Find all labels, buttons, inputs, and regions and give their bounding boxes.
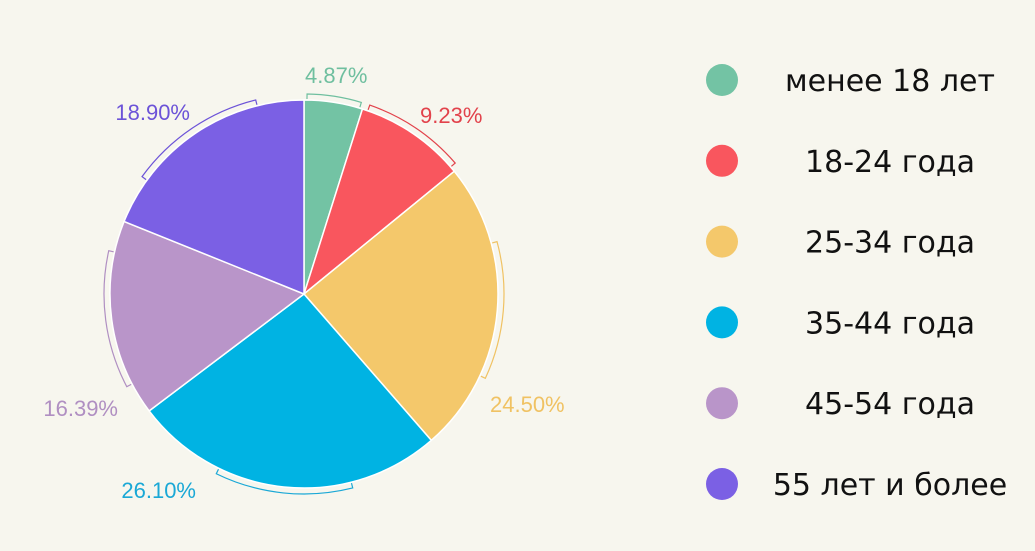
slice-value-label-5: 16.39% [43, 396, 118, 421]
leader-line-6 [141, 99, 258, 181]
legend-swatch-6 [706, 468, 738, 500]
slice-value-label-3: 24.50% [490, 392, 565, 417]
slice-value-label-2: 9.23% [420, 103, 482, 128]
legend-label-2: 18-24 года [805, 145, 975, 180]
slice-value-label-1: 4.87% [305, 63, 367, 88]
leader-line-5 [103, 249, 132, 388]
slice-value-label-4: 26.10% [121, 478, 196, 503]
legend-swatch-1 [706, 64, 738, 96]
legend-swatch-2 [706, 144, 738, 177]
pie-slice-2 [302, 108, 456, 297]
pie-slice-6 [123, 99, 305, 296]
leader-line-3 [480, 240, 505, 380]
legend-swatch-4 [706, 306, 738, 339]
label-leaders [103, 93, 505, 495]
legend-label-1: менее 18 лет [785, 64, 995, 99]
pie-slices [109, 99, 499, 489]
legend-label-6: 55 лет и более [773, 468, 1007, 503]
legend-label-5: 45-54 года [805, 387, 975, 422]
legend-label-4: 35-44 года [805, 306, 975, 341]
slice-value-label-6: 18.90% [115, 100, 190, 125]
slice-labels: 4.87% 9.23% 24.50% 26.10% 16.39% 18.90% [43, 63, 564, 503]
leader-line-2 [367, 104, 457, 167]
leader-line-1 [306, 93, 363, 108]
legend-label-3: 25-34 года [805, 226, 975, 261]
legend-swatch-3 [706, 225, 738, 258]
legend: менее 18 лет 18-24 года 25-34 года 35-44 го… [706, 64, 1007, 503]
pie-slice-4 [148, 292, 433, 489]
pie-slice-3 [302, 170, 499, 442]
leader-line-4 [215, 468, 354, 495]
pie-slice-5 [109, 220, 306, 412]
legend-swatch-5 [706, 387, 738, 420]
